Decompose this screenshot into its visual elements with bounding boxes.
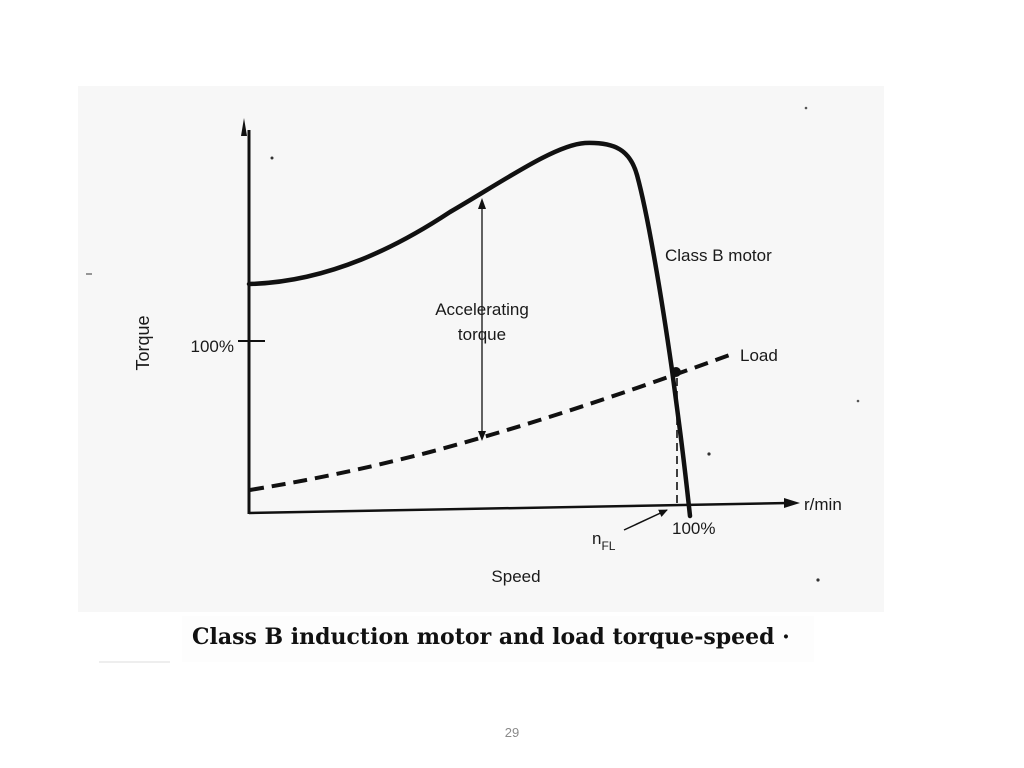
- accelerating-arrow-top: [478, 198, 486, 209]
- motor-curve-label: Class B motor: [665, 246, 772, 265]
- y-tick-label: 100%: [191, 337, 234, 356]
- x-unit-label: r/min: [804, 495, 842, 514]
- accelerating-label-line1: Accelerating: [435, 300, 529, 319]
- x-tick-label: 100%: [672, 519, 715, 538]
- x-axis: [248, 501, 789, 515]
- y-axis-label: Torque: [133, 315, 153, 370]
- load-curve-label: Load: [740, 346, 778, 365]
- scan-speck: [856, 399, 860, 403]
- scan-speck: [804, 106, 808, 110]
- accelerating-arrow-bottom: [478, 431, 486, 441]
- load-curve: [249, 351, 736, 492]
- figure-caption: Class B induction motor and load torque-…: [192, 624, 790, 650]
- class-b-motor-curve: [246, 140, 693, 519]
- page-number: 29: [504, 725, 520, 740]
- full-load-speed-label: nFL: [592, 529, 616, 553]
- x-axis-label: Speed: [491, 567, 540, 586]
- scan-speck: [270, 156, 274, 160]
- accelerating-label-line2: torque: [458, 325, 506, 344]
- scan-speck: [816, 578, 820, 582]
- caption-background: [182, 616, 814, 662]
- figure-background: [78, 86, 884, 612]
- scan-speck: [707, 452, 711, 456]
- full-load-pointer-arrow: [623, 509, 668, 531]
- x-axis-arrowhead: [784, 498, 800, 508]
- y-axis-arrowhead: [241, 118, 247, 136]
- operating-point: [671, 367, 681, 377]
